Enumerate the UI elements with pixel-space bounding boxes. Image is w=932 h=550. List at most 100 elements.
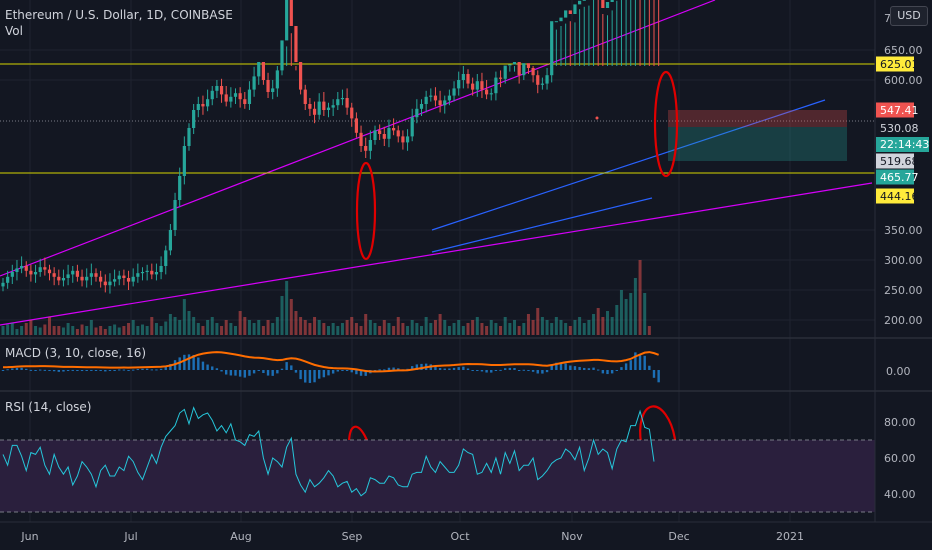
volume-bar (559, 320, 563, 335)
macd-histogram-bar (378, 369, 381, 371)
candle-body (15, 268, 19, 272)
volume-bar (629, 293, 633, 335)
macd-histogram-bar (122, 369, 126, 371)
candle-body (108, 281, 112, 286)
annotation-ellipse-sep-price[interactable] (355, 161, 377, 261)
volume-bar (289, 299, 293, 335)
lower-trendline[interactable] (0, 182, 873, 326)
volume-bar (229, 323, 233, 335)
candle-body (457, 80, 461, 89)
volume-bar (578, 317, 582, 335)
candle-body (582, 0, 586, 1)
macd-tick-label: 0.00 (886, 365, 911, 378)
currency-button[interactable]: USD (890, 6, 928, 26)
hand-drawn-annotations[interactable] (344, 70, 681, 498)
candle-body (415, 108, 419, 118)
candle-body (154, 272, 159, 275)
position-tool[interactable] (668, 110, 847, 161)
candle-body (564, 10, 568, 18)
macd-histogram-bar (615, 370, 618, 371)
partial-price-tick: 7 (884, 12, 891, 25)
channel-lower-line[interactable] (431, 197, 653, 253)
macd-histogram-bar (90, 369, 93, 371)
price-label-box (876, 153, 914, 169)
candle-body (261, 62, 265, 80)
candle-body (206, 99, 210, 107)
volume-bar (317, 320, 321, 335)
macd-histogram-bar (415, 364, 419, 370)
volume-bar (564, 323, 568, 335)
price-tick-label: 600.00 (884, 74, 923, 87)
macd-histogram-bar (294, 370, 298, 373)
macd-histogram-bar (108, 370, 112, 371)
volume-bar (350, 317, 354, 335)
channel-upper-line[interactable] (431, 99, 826, 231)
annotation-ellipse-nov-price[interactable] (653, 70, 679, 178)
upper-trendline[interactable] (0, 0, 716, 277)
price-scale[interactable]: 200.00 250.00 300.00 350.00 600.00 650.00 (884, 44, 923, 327)
candle-body (136, 273, 140, 277)
macd-histogram-bar (531, 370, 535, 372)
rsi-line (2, 406, 655, 497)
candle-body (99, 276, 103, 282)
candle-body (94, 273, 98, 277)
candle-body (66, 274, 70, 278)
volume-bar (568, 326, 572, 335)
candle-body (447, 95, 451, 101)
candle-body (340, 98, 345, 100)
candle-body (24, 266, 28, 271)
macd-histogram-bar (71, 369, 74, 371)
macd-histogram-bar (25, 368, 28, 370)
candle-body (368, 140, 372, 151)
price-tick-label: 350.00 (884, 224, 923, 237)
volume-bar (192, 317, 196, 335)
candle-body (405, 136, 410, 143)
macd-histogram-bar (80, 370, 84, 372)
volume-bar (582, 323, 586, 335)
volume-bar (299, 317, 303, 335)
macd-histogram-bar (657, 370, 660, 383)
volume-bar (471, 320, 475, 335)
volume-bar (345, 320, 349, 335)
macd-histogram-bar (52, 370, 56, 372)
volume-bar (508, 323, 512, 335)
volume-bar (499, 326, 503, 335)
candle-body (196, 104, 200, 110)
volume-bar (178, 320, 182, 335)
macd-histogram-bar (499, 369, 502, 371)
volume-bar (20, 326, 24, 335)
macd-histogram-bar (569, 365, 572, 370)
rsi-band (0, 440, 875, 512)
volume-bar (596, 308, 600, 335)
macd-histogram-bar (471, 370, 474, 371)
macd-histogram-bar (466, 368, 470, 370)
macd-histogram-bar (150, 369, 153, 371)
candle-body (224, 94, 228, 102)
volume-bar (466, 323, 470, 335)
macd-histogram-bar (225, 370, 228, 375)
volume-bar (238, 311, 242, 335)
volume-bar (24, 323, 28, 335)
volume-bar (247, 320, 251, 335)
macd-histogram-bar (211, 366, 214, 370)
volume-bar (364, 314, 368, 335)
macd-histogram-bar (20, 367, 23, 370)
volume-bar (545, 320, 549, 335)
macd-histogram-bar (610, 370, 614, 374)
volume-bar (43, 324, 47, 335)
macd-scale[interactable]: 0.00 (886, 365, 911, 378)
macd-histogram-bar (327, 370, 330, 376)
macd-histogram-bar (573, 366, 577, 370)
time-tick-label: Jun (20, 530, 38, 543)
rsi-label: RSI (14, close) (5, 400, 92, 414)
rsi-scale[interactable]: 40.00 60.00 80.00 (884, 416, 916, 501)
time-tick-label: Sep (342, 530, 363, 543)
volume-bar (159, 326, 163, 335)
candle-body (485, 89, 489, 95)
time-scale[interactable]: Jun Jul Aug Sep Oct Nov Dec 2021 (20, 530, 804, 543)
candle-body (271, 88, 275, 92)
macd-histogram-bar (271, 370, 274, 376)
price-label-text: 444.16 (880, 190, 919, 203)
volume-bar (327, 326, 330, 335)
